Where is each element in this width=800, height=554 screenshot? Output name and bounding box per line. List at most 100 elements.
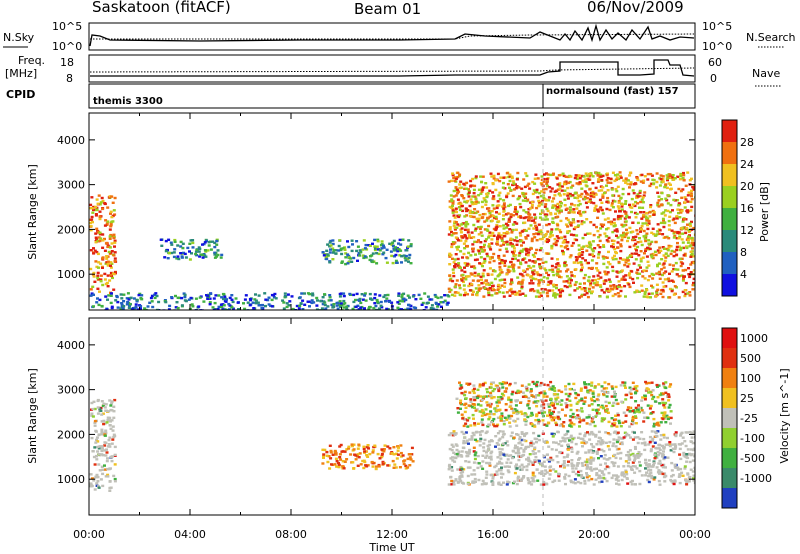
power-echo-cell [398, 238, 402, 242]
power-echo-cell [597, 189, 601, 192]
nsky-right-tick-low: 10^0 [702, 40, 732, 53]
power-echo-cell [358, 249, 362, 252]
power-echo-cell [460, 194, 464, 197]
power-echo-cell [515, 185, 519, 188]
power-echo-cell [592, 233, 596, 237]
power-echo-cell [378, 249, 382, 252]
power-echo-cell [475, 200, 479, 203]
power-echo-cell [562, 280, 566, 283]
power-echo-cell [466, 262, 470, 265]
power-echo-cell [349, 257, 353, 260]
power-echo-cell [558, 228, 562, 232]
power-echo-cell [645, 217, 648, 220]
power-echo-cell [590, 259, 594, 262]
power-echo-cell [246, 301, 250, 304]
power-echo-cell [477, 249, 481, 253]
power-echo-cell [677, 202, 681, 205]
power-echo-cell [571, 210, 575, 214]
velocity-echo-cell [550, 419, 554, 422]
power-echo-cell [207, 241, 211, 244]
power-echo-cell [453, 285, 457, 288]
velocity-echo-cell [624, 469, 628, 472]
power-echo-cell [613, 293, 617, 296]
velocity-echo-cell [555, 455, 559, 458]
velocity-echo-cell [634, 391, 638, 394]
power-echo-cell [619, 234, 623, 237]
velocity-echo-cell [620, 478, 624, 482]
velocity-echo-cell [575, 402, 579, 405]
velocity-echo-cell [610, 417, 614, 420]
power-echo-cell [581, 179, 585, 182]
power-echo-cell [92, 293, 95, 296]
velocity-echo-cell [501, 436, 505, 439]
power-echo-cell [473, 271, 477, 275]
power-echo-cell [404, 254, 408, 258]
power-echo-cell [109, 294, 113, 297]
power-echo-cell [338, 300, 342, 303]
power-echo-cell [664, 270, 668, 273]
velocity-echo-cell [596, 394, 600, 398]
power-echo-cell [522, 241, 525, 244]
velocity-echo-cell [602, 476, 606, 480]
velocity-echo-cell [112, 410, 116, 413]
power-echo-cell [189, 296, 193, 300]
velocity-echo-cell [505, 483, 509, 486]
power-echo-cell [524, 248, 528, 251]
velocity-echo-cell [633, 411, 637, 414]
power-echo-cell [502, 199, 506, 202]
power-echo-cell [92, 252, 96, 255]
power-echo-cell [463, 200, 467, 203]
power-echo-cell [355, 249, 359, 253]
power-echo-cell [687, 235, 690, 238]
power-echo-cell [573, 176, 577, 180]
velocity-echo-cell [571, 481, 575, 484]
power-echo-cell [113, 245, 116, 248]
power-echo-cell [502, 232, 506, 235]
power-echo-cell [149, 296, 153, 300]
power-echo-cell [396, 249, 400, 253]
power-echo-cell [482, 197, 486, 200]
power-echo-cell [603, 191, 606, 195]
power-echo-cell [621, 225, 625, 228]
power-echo-cell [536, 258, 540, 261]
power-echo-cell [509, 238, 513, 242]
velocity-echo-cell [571, 437, 575, 441]
velocity-echo-cell [108, 424, 112, 427]
power-echo-cell [496, 288, 500, 292]
power-echo-cell [620, 239, 624, 242]
velocity-echo-cell [334, 453, 338, 456]
velocity-echo-cell [476, 396, 480, 400]
power-echo-cell [345, 305, 349, 308]
power-echo-cell [96, 252, 100, 256]
power-echo-cell [454, 263, 458, 266]
velocity-echo-cell [605, 387, 609, 390]
power-echo-cell [546, 252, 550, 255]
velocity-echo-cell [617, 483, 621, 486]
power-echo-cell [487, 236, 491, 239]
velocity-echo-cell [569, 403, 573, 407]
velocity-echo-cell [93, 419, 97, 423]
power-echo-cell [618, 210, 622, 213]
power-echo-cell [552, 294, 555, 297]
velocity-echo-cell [606, 391, 610, 394]
power-echo-cell [693, 233, 695, 236]
power-echo-cell [667, 279, 671, 283]
power-echo-cell [643, 277, 647, 280]
velocity-echo-cell [100, 449, 104, 453]
power-echo-cell [549, 282, 553, 285]
power-echo-cell [417, 293, 421, 297]
power-echo-cell [645, 219, 649, 222]
velocity-echo-cell [647, 443, 651, 446]
power-echo-cell [622, 258, 626, 261]
power-echo-cell [623, 217, 627, 220]
power-echo-cell [488, 189, 492, 192]
power-echo-cell [402, 297, 405, 300]
power-echo-cell [230, 294, 234, 297]
power-echo-cell [476, 226, 480, 229]
power-echo-cell [575, 175, 579, 178]
power-echo-cell [597, 171, 601, 175]
power-echo-cell [111, 276, 114, 280]
velocity-echo-cell [642, 420, 646, 423]
velocity-echo-cell [593, 386, 597, 389]
velocity-echo-cell [489, 391, 493, 395]
